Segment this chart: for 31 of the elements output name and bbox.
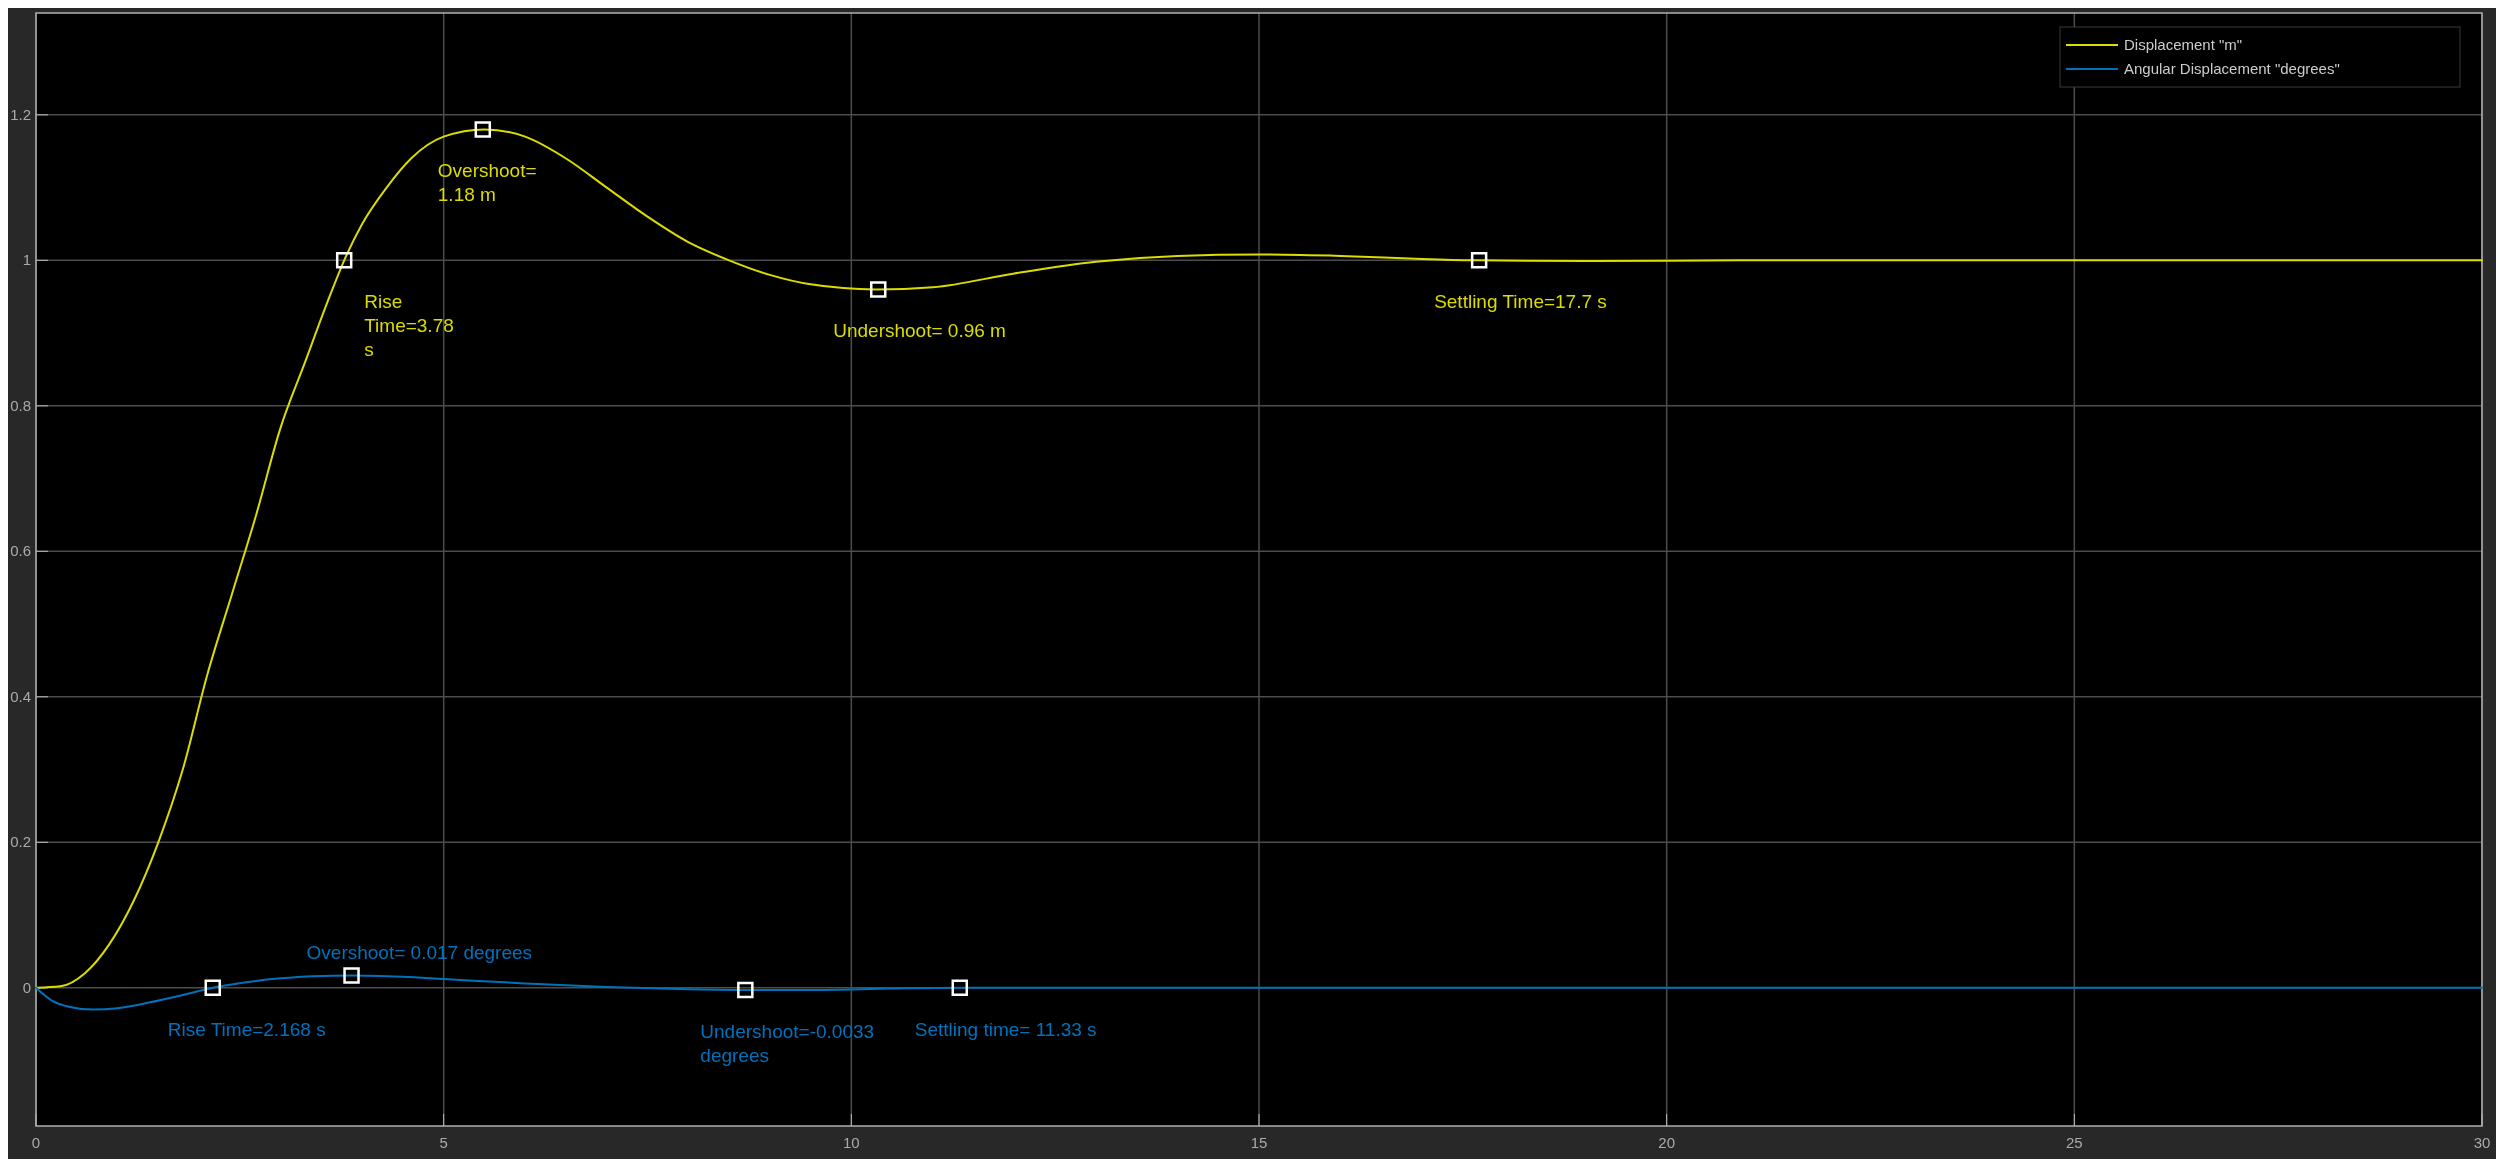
- point: [951, 979, 969, 997]
- y-tick-label: 0.4: [10, 687, 31, 705]
- point: [204, 979, 222, 997]
- point: [343, 967, 360, 984]
- y-tick-label: 1.2: [10, 105, 31, 123]
- y-tick-label: 0.2: [10, 833, 31, 851]
- point: [474, 121, 492, 138]
- point: [737, 981, 754, 999]
- y-tick-label: 0.8: [10, 396, 31, 414]
- annotation: Undershoot= 0.96 m: [833, 320, 1006, 342]
- point: [1470, 252, 1488, 269]
- y-tick-label: 1: [22, 251, 31, 269]
- point: [335, 252, 353, 269]
- legend-label: Angular Displacement "degrees": [2124, 60, 2340, 77]
- annotation: Overshoot= 1.18 m: [437, 160, 537, 206]
- y-tick-label: 0.6: [10, 542, 31, 560]
- x-tick-label: 20: [1658, 1134, 1676, 1151]
- x-tick-label: 10: [842, 1134, 860, 1151]
- annotation: Rise Time=3.78 s: [364, 291, 454, 361]
- x-tick-label: 15: [1250, 1134, 1268, 1151]
- y-tick-label: 0: [22, 978, 31, 996]
- annotation: Settling time= 11.33 s: [914, 1018, 1097, 1040]
- annotation: Settling Time=17.7 s: [1434, 291, 1607, 313]
- x-tick-label: 25: [2065, 1134, 2083, 1151]
- x-tick-label: 30: [2473, 1134, 2491, 1151]
- annotation: Rise Time=2.168 s: [167, 1018, 326, 1040]
- point: [869, 281, 887, 298]
- x-tick-label: 5: [439, 1134, 448, 1151]
- annotation: Overshoot= 0.017 degrees: [306, 942, 533, 964]
- legend-label: Displacement "m": [2124, 36, 2243, 53]
- annotation: Undershoot=-0.0033 degrees: [700, 1020, 875, 1066]
